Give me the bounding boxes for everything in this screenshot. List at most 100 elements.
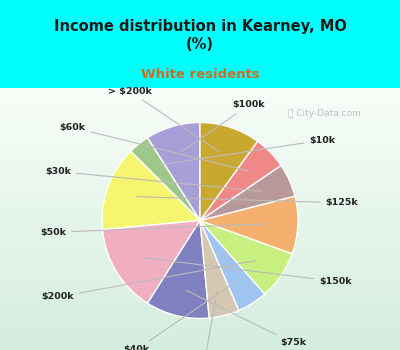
Wedge shape bbox=[200, 196, 298, 254]
Bar bbox=[0, 89, 400, 91]
Bar bbox=[0, 287, 400, 289]
Bar bbox=[0, 164, 400, 166]
Text: $30k: $30k bbox=[45, 167, 262, 191]
Bar bbox=[0, 275, 400, 276]
Bar bbox=[0, 315, 400, 317]
Bar bbox=[0, 210, 400, 212]
Bar bbox=[0, 117, 400, 119]
Bar bbox=[0, 318, 400, 320]
Wedge shape bbox=[102, 151, 200, 230]
Bar bbox=[0, 154, 400, 156]
Bar bbox=[0, 119, 400, 121]
Bar bbox=[0, 346, 400, 348]
Bar bbox=[0, 147, 400, 149]
Bar bbox=[0, 245, 400, 247]
Bar bbox=[0, 306, 400, 308]
Text: $10k: $10k bbox=[159, 136, 336, 165]
Bar bbox=[0, 234, 400, 236]
Bar bbox=[0, 182, 400, 184]
Bar bbox=[0, 108, 400, 110]
Bar bbox=[0, 257, 400, 259]
Bar bbox=[0, 308, 400, 310]
Bar bbox=[0, 168, 400, 170]
Bar bbox=[0, 284, 400, 285]
Bar bbox=[0, 172, 400, 173]
Bar bbox=[0, 220, 400, 222]
Bar bbox=[0, 320, 400, 322]
Bar bbox=[0, 254, 400, 256]
Bar bbox=[0, 215, 400, 217]
Bar bbox=[0, 268, 400, 270]
Bar bbox=[0, 102, 400, 103]
Bar bbox=[0, 228, 400, 229]
Bar bbox=[0, 252, 400, 254]
Text: > $200k: > $200k bbox=[108, 87, 220, 152]
Bar bbox=[0, 194, 400, 196]
Wedge shape bbox=[102, 220, 200, 303]
Bar bbox=[0, 131, 400, 133]
Text: $125k: $125k bbox=[136, 197, 358, 207]
Bar bbox=[0, 327, 400, 329]
Bar bbox=[0, 198, 400, 199]
Bar bbox=[0, 248, 400, 250]
Wedge shape bbox=[200, 166, 295, 220]
Bar bbox=[0, 91, 400, 93]
Bar bbox=[0, 270, 400, 271]
Text: $100k: $100k bbox=[182, 100, 265, 151]
Wedge shape bbox=[200, 220, 239, 318]
Bar bbox=[0, 150, 400, 152]
Bar bbox=[0, 112, 400, 114]
Bar bbox=[0, 299, 400, 301]
Bar bbox=[0, 173, 400, 175]
Bar bbox=[0, 217, 400, 219]
Bar bbox=[0, 103, 400, 105]
Bar bbox=[0, 163, 400, 164]
Bar bbox=[0, 285, 400, 287]
Bar bbox=[0, 205, 400, 206]
Bar bbox=[0, 201, 400, 203]
Bar bbox=[0, 322, 400, 324]
Bar bbox=[0, 100, 400, 101]
Bar bbox=[0, 343, 400, 345]
Bar bbox=[0, 121, 400, 122]
Bar bbox=[0, 208, 400, 210]
Bar bbox=[0, 338, 400, 340]
Bar bbox=[0, 161, 400, 163]
Bar bbox=[0, 180, 400, 182]
Bar bbox=[0, 334, 400, 336]
Wedge shape bbox=[200, 141, 281, 220]
Bar bbox=[0, 313, 400, 315]
Bar bbox=[0, 282, 400, 284]
Bar bbox=[0, 124, 400, 126]
Bar bbox=[0, 271, 400, 273]
Bar bbox=[0, 266, 400, 268]
Bar bbox=[0, 130, 400, 131]
Bar bbox=[0, 177, 400, 178]
Bar bbox=[0, 199, 400, 201]
Bar bbox=[0, 332, 400, 334]
Bar bbox=[0, 278, 400, 280]
Bar bbox=[0, 116, 400, 117]
Bar bbox=[0, 136, 400, 138]
Bar bbox=[0, 303, 400, 304]
Bar bbox=[0, 326, 400, 327]
Bar bbox=[0, 212, 400, 214]
Bar bbox=[0, 292, 400, 294]
Bar bbox=[0, 152, 400, 154]
Bar bbox=[0, 222, 400, 224]
Text: Income distribution in Kearney, MO
(%): Income distribution in Kearney, MO (%) bbox=[54, 19, 346, 52]
Bar bbox=[0, 241, 400, 243]
Bar bbox=[0, 250, 400, 252]
Bar bbox=[0, 126, 400, 128]
Bar bbox=[0, 105, 400, 107]
Bar bbox=[0, 341, 400, 343]
Wedge shape bbox=[148, 122, 200, 220]
Bar bbox=[0, 138, 400, 140]
Bar bbox=[0, 247, 400, 248]
Bar bbox=[0, 336, 400, 338]
Bar bbox=[0, 142, 400, 143]
Bar bbox=[0, 219, 400, 220]
Bar bbox=[0, 304, 400, 306]
Bar bbox=[0, 156, 400, 158]
Wedge shape bbox=[200, 220, 265, 310]
